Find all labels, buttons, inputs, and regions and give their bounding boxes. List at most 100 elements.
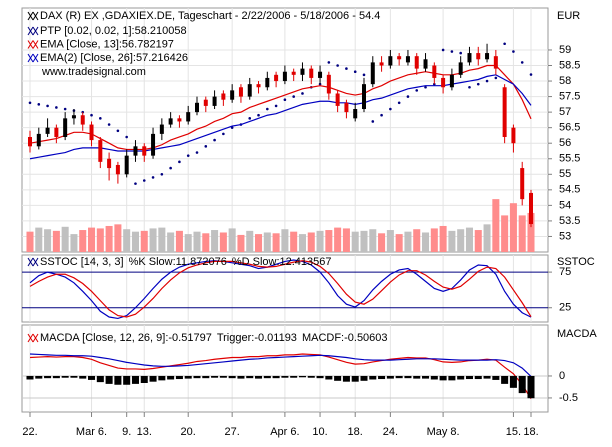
histogram-bar [123,375,131,385]
x-tick-label: 22. [22,426,37,438]
histogram-bar [492,375,500,380]
candle-body [362,84,366,110]
volume-bar [228,228,236,252]
histogram-bar [430,375,438,380]
indicator-line [29,64,532,151]
sar-dot [371,120,375,123]
candle-body [265,77,270,88]
candle-body [133,146,138,156]
volume-bar [114,224,122,252]
chart-title: DAX (R) EX ,GDAXIEX.DE, Tageschart - 2/2… [40,10,380,22]
volume-bar [509,203,517,252]
sar-dot [125,135,128,139]
candle-body [89,124,94,141]
sar-dot [476,82,480,86]
histogram-bar [518,375,526,394]
candle-body [247,84,252,97]
volume-bar [211,230,219,252]
candle-body [36,133,41,147]
histogram-bar [422,375,430,379]
sar-dot [327,61,331,64]
legend-entry: %K Slow:11.872076 [129,256,227,268]
volume-bar [88,227,96,252]
macd-line [29,353,532,400]
legend-icon [27,26,39,36]
candle-body [63,118,68,137]
histogram-bar [246,375,254,379]
x-tick-label: 15. [506,426,521,438]
histogram-bar [219,375,227,378]
candle-body [282,71,287,82]
volume-bar [105,225,113,252]
sar-dot [529,73,533,76]
legend-entry: EMA [Close, 13]:56.782197 [40,38,174,50]
volume-bar [70,234,78,252]
sar-dot [353,70,357,74]
histogram-bar [298,375,306,378]
volume-bar [474,230,482,252]
volume-bar [465,227,473,252]
histogram-bar [211,375,219,378]
candle-body [370,62,375,85]
histogram-bar [114,375,122,385]
y-tick-label: 57.5 [559,90,580,102]
sar-dot [257,113,260,117]
y-tick-label: 56.5 [559,122,580,134]
candle-body [71,115,76,119]
sar-dot [142,179,146,182]
histogram-bar [26,375,34,380]
volume-bar [404,231,412,252]
sar-dot [28,101,32,105]
legend-icon [27,333,39,343]
volume-bar [237,234,245,252]
legend-entry: %D Slow:12.413567 [232,256,332,268]
x-tick-label: 13. [137,426,152,438]
volume-bar [26,231,34,252]
volume-bar [140,230,148,252]
x-tick-label: 27. [225,426,240,438]
histogram-bar [88,375,96,380]
sar-dot [107,123,111,126]
histogram-bar [527,375,535,399]
histogram-bar [413,375,421,379]
legend-icon [27,11,39,21]
sar-dot [204,145,208,148]
sar-dot [397,101,401,105]
histogram-bar [474,375,482,380]
sar-dot [116,129,120,133]
candle-body [441,77,446,88]
sar-dot [230,126,234,129]
histogram-bar [35,375,43,379]
volume-bar [246,230,254,252]
histogram-bar [202,375,210,379]
volume-bar [378,233,386,252]
volume-bar [184,234,192,252]
volume-bar [386,230,394,252]
volume-bar [483,224,491,252]
volume-bar [501,215,509,252]
sar-dot [266,107,269,111]
histogram-bar [44,375,52,379]
legend-entry: Trigger:-0.01193 [217,332,297,344]
histogram-bar [448,375,456,381]
candle-body [98,140,103,162]
histogram-bar [509,375,517,388]
histogram-bar [369,375,377,380]
candle-body [142,146,147,156]
histogram-bar [237,375,245,379]
histogram-bar [439,375,447,381]
candle-body [124,155,129,175]
histogram-bar [131,375,139,384]
candle-body [379,62,384,66]
candle-body [529,192,533,225]
volume-bar [457,229,465,252]
candle-body [485,53,490,60]
candle-body [256,84,261,88]
unit-label: EUR [557,10,580,22]
legend-icon [27,257,39,267]
candle-body [318,71,323,78]
candle-body [414,56,419,69]
volume-bar [255,234,263,252]
